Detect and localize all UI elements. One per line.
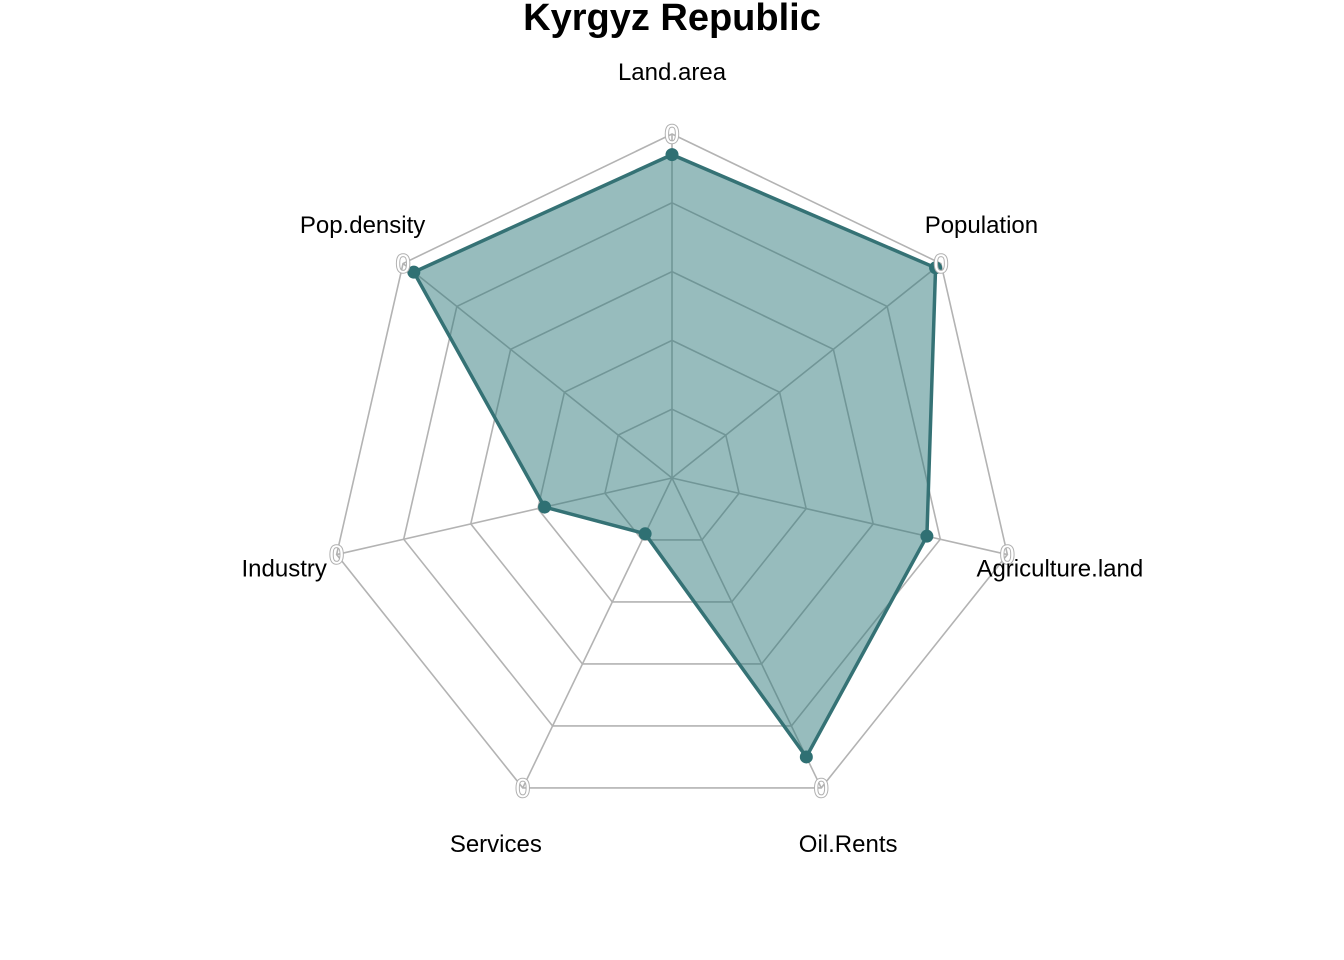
axis-tick-label: 0 (1000, 540, 1014, 570)
axis-label: Pop.density (300, 212, 425, 239)
axis-label: Services (450, 831, 542, 858)
data-point (929, 261, 943, 275)
axis-label: Oil.Rents (799, 831, 898, 858)
data-point (799, 750, 813, 764)
radar-series (407, 148, 943, 764)
axis-label: Agriculture.land (976, 555, 1143, 582)
grid-ring (335, 133, 1009, 789)
data-point (920, 529, 934, 543)
axis-labels: 0 0 0 0 0 0 0 Land.area Population Agriculture.la… (241, 59, 1143, 858)
axis-label: Land.area (618, 59, 727, 86)
axis-tick-label: 0 (665, 119, 679, 149)
axis-tick-label: 0 (516, 773, 530, 803)
data-point (538, 500, 552, 514)
axis-label: Population (925, 212, 1038, 239)
data-point (407, 265, 421, 279)
axis-tick-label: 0 (329, 540, 343, 570)
chart-title: Kyrgyz Republic (523, 0, 821, 39)
axis-tick-label: 0 (934, 249, 948, 279)
axis-tick-label: 0 (396, 249, 410, 279)
series-area (412, 152, 938, 759)
axis-label: Industry (241, 555, 326, 582)
data-point (665, 148, 679, 162)
data-point (638, 527, 652, 541)
axis-tick-label: 0 (814, 773, 828, 803)
